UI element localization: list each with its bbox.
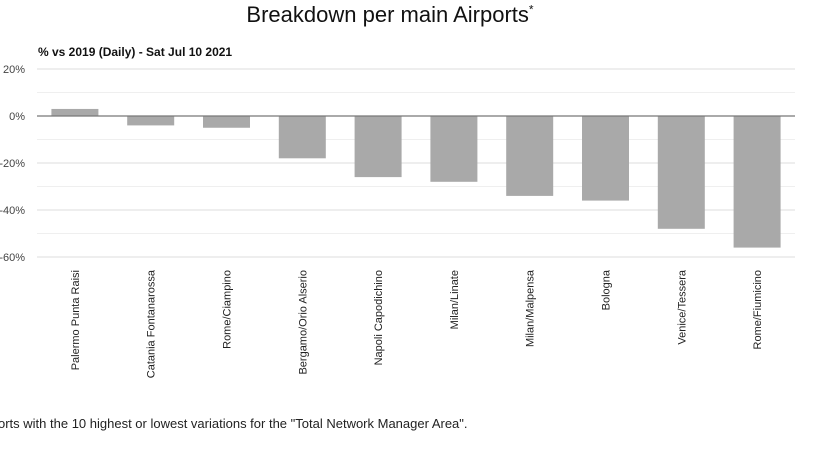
chart-subtitle: % vs 2019 (Daily) - Sat Jul 10 2021 xyxy=(38,45,233,59)
footnote: orts with the 10 highest or lowest varia… xyxy=(0,416,468,431)
bar xyxy=(657,116,705,229)
bar xyxy=(203,116,250,128)
bar xyxy=(127,116,175,126)
bar xyxy=(51,108,99,116)
x-tick-label: Bergamo/Orio Alserio xyxy=(297,270,309,375)
x-tick-label: Catania Fontanarossa xyxy=(146,269,158,378)
bar xyxy=(278,116,326,159)
bar xyxy=(354,116,402,178)
bar xyxy=(506,116,554,196)
x-tick-label: Napoli Capodichino xyxy=(373,270,385,365)
bar xyxy=(733,116,781,248)
x-tick-label: Palermo Punta Raisi xyxy=(70,270,82,370)
bar xyxy=(582,116,629,201)
x-tick-label: Rome/Ciampino xyxy=(222,270,234,349)
y-tick-label: -60% xyxy=(0,252,25,264)
y-tick-label: -20% xyxy=(0,158,25,170)
x-tick-label: Rome/Fiumicino xyxy=(752,270,764,349)
y-tick-label: 20% xyxy=(3,64,25,76)
x-tick-label: Milan/Malpensa xyxy=(525,269,537,347)
y-tick-label: -40% xyxy=(0,205,25,217)
bar xyxy=(430,116,478,182)
x-tick-label: Milan/Linate xyxy=(449,270,461,329)
chart-title: Breakdown per main Airports* xyxy=(246,2,534,27)
x-tick-label: Venice/Tessera xyxy=(676,269,688,344)
y-tick-label: 0% xyxy=(9,111,25,123)
x-tick-label: Bologna xyxy=(601,269,613,310)
